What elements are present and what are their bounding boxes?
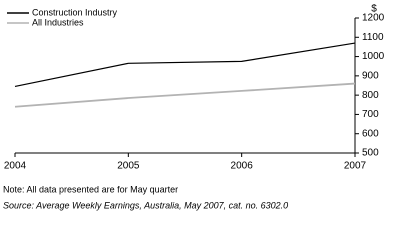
data-line [14, 42, 356, 88]
data-line [14, 82, 356, 108]
y-tick-label: 1100 [362, 32, 384, 43]
y-tick-label: 800 [362, 90, 379, 101]
x-tick-label: 2006 [231, 161, 254, 172]
y-tick-label: 900 [362, 70, 379, 81]
x-tick-label: 2005 [117, 161, 140, 172]
x-tick-label: 2004 [4, 161, 27, 172]
note: Note: All data presented are for May qua… [3, 184, 178, 194]
y-tick-label: 700 [362, 109, 379, 120]
page: $ Note: All data presented are for May q… [3, 3, 385, 211]
y-axis-label: $ [371, 4, 377, 15]
y-tick-label: 600 [362, 128, 379, 139]
y-tick-label: 500 [362, 148, 379, 159]
source: Source: Average Weekly Earnings, Austral… [3, 200, 288, 210]
chart: $ Note: All data presented are for May q… [3, 4, 385, 211]
legend-label: Construction Industry [32, 7, 118, 17]
y-tick-label: 1000 [362, 51, 385, 62]
x-tick-label: 2007 [344, 161, 367, 172]
y-tick-label: 1200 [362, 13, 385, 24]
legend-label: All Industries [32, 17, 84, 27]
